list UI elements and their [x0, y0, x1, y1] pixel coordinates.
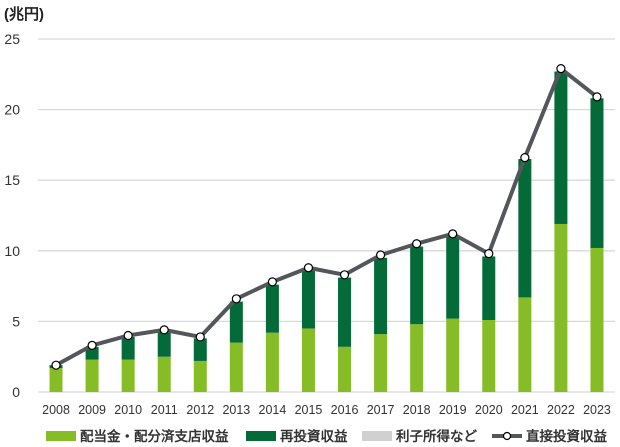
bar-segment	[590, 98, 604, 248]
line-point	[87, 340, 97, 351]
legend-label: 配当金・配分済支店収益	[80, 428, 229, 444]
bar-segment	[446, 318, 460, 392]
x-tick-label: 2018	[403, 403, 431, 417]
bar-segment	[410, 324, 424, 392]
x-tick-label: 2012	[186, 403, 214, 417]
y-tick-label: 0	[12, 384, 20, 400]
bar-segment	[229, 342, 243, 392]
y-tick-label: 15	[4, 172, 20, 188]
bar-segment	[590, 247, 604, 392]
line-point	[195, 332, 205, 342]
legend-swatch	[246, 431, 276, 441]
x-tick-label: 2015	[295, 403, 323, 417]
bar-segment	[518, 159, 532, 298]
x-tick-label: 2017	[367, 403, 395, 417]
line-point	[375, 250, 386, 260]
bar-segment	[265, 284, 279, 333]
line-point	[556, 64, 566, 74]
bar-segment	[518, 297, 532, 392]
line-point	[51, 360, 61, 370]
line-point	[448, 229, 458, 239]
bar-segment	[85, 346, 99, 360]
bar-segment	[374, 257, 388, 335]
line-point	[267, 277, 278, 287]
bar-segment	[482, 256, 496, 320]
x-tick-label: 2021	[511, 403, 539, 417]
bar-segment	[554, 71, 568, 224]
x-tick-label: 2023	[583, 403, 611, 417]
bar-segment	[410, 246, 424, 325]
bar-segment	[338, 277, 352, 347]
bar-segment	[193, 338, 207, 361]
legend-label: 利子所得など	[396, 428, 477, 444]
bar-segment	[338, 346, 352, 392]
line-point	[339, 270, 350, 280]
x-tick-label: 2013	[222, 403, 250, 417]
bar-segment	[229, 301, 243, 343]
line-point	[303, 263, 314, 273]
bar-segment	[301, 270, 315, 329]
legend-label: 直接投資収益	[526, 428, 607, 444]
legend-label: 再投資収益	[280, 428, 348, 444]
bar-segment	[157, 331, 171, 357]
bar-segment	[157, 356, 171, 392]
line-point	[159, 325, 169, 335]
bar-segment	[85, 359, 99, 392]
bar-segment	[446, 236, 460, 319]
x-tick-label: 2019	[439, 403, 467, 417]
unit-label: (兆円)	[4, 6, 44, 23]
y-tick-label: 5	[12, 313, 20, 329]
x-tick-label: 2008	[42, 403, 70, 417]
bar-segment	[121, 336, 135, 360]
line-point	[412, 239, 422, 249]
bar-segment	[482, 319, 496, 392]
y-tick-label: 10	[4, 243, 20, 259]
line-point	[592, 92, 602, 102]
line-point	[123, 330, 133, 341]
legend-swatch	[46, 431, 76, 441]
x-tick-label: 2020	[475, 403, 503, 417]
bar-segment	[121, 359, 135, 392]
line-point	[231, 294, 241, 304]
x-tick-label: 2011	[151, 403, 178, 417]
bar-segment	[374, 334, 388, 392]
y-tick-label: 25	[4, 31, 20, 47]
bar-segment	[265, 332, 279, 392]
legend-swatch	[362, 431, 392, 441]
line-point	[520, 153, 530, 163]
line-series	[55, 66, 599, 367]
x-tick-label: 2022	[547, 403, 575, 417]
y-tick-label: 20	[4, 102, 20, 118]
line-point	[484, 249, 494, 259]
x-tick-label: 2009	[78, 403, 106, 417]
x-tick-label: 2010	[114, 403, 142, 417]
x-tick-label: 2016	[331, 403, 359, 417]
x-tick-label: 2014	[259, 403, 287, 417]
bar-segment	[193, 360, 207, 392]
bar-segment	[301, 328, 315, 392]
bar-segment	[554, 223, 568, 392]
legend-marker	[502, 431, 512, 441]
bar-segment	[49, 367, 63, 392]
